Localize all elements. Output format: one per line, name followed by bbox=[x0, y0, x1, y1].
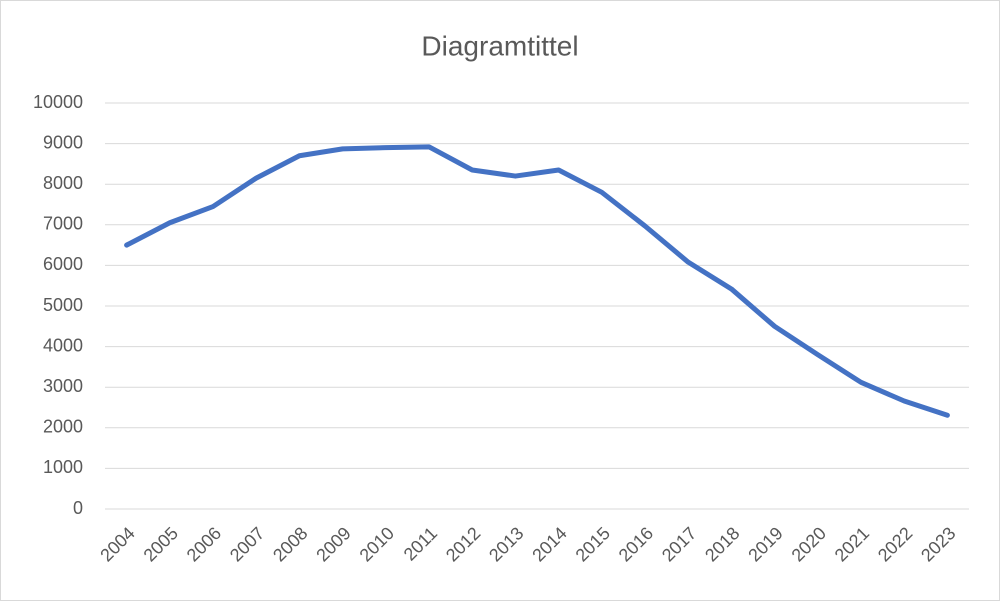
y-tick-label: 4000 bbox=[43, 335, 83, 355]
y-tick-label: 5000 bbox=[43, 295, 83, 315]
y-tick-label: 0 bbox=[73, 498, 83, 518]
y-tick-label: 2000 bbox=[43, 417, 83, 437]
y-tick-label: 8000 bbox=[43, 173, 83, 193]
chart-title: Diagramtittel bbox=[421, 30, 578, 61]
y-tick-label: 9000 bbox=[43, 132, 83, 152]
y-tick-label: 6000 bbox=[43, 254, 83, 274]
y-tick-label: 1000 bbox=[43, 457, 83, 477]
line bbox=[124, 144, 950, 418]
y-tick-label: 10000 bbox=[33, 92, 83, 112]
y-tick-label: 3000 bbox=[43, 376, 83, 396]
y-tick-label: 7000 bbox=[43, 214, 83, 234]
